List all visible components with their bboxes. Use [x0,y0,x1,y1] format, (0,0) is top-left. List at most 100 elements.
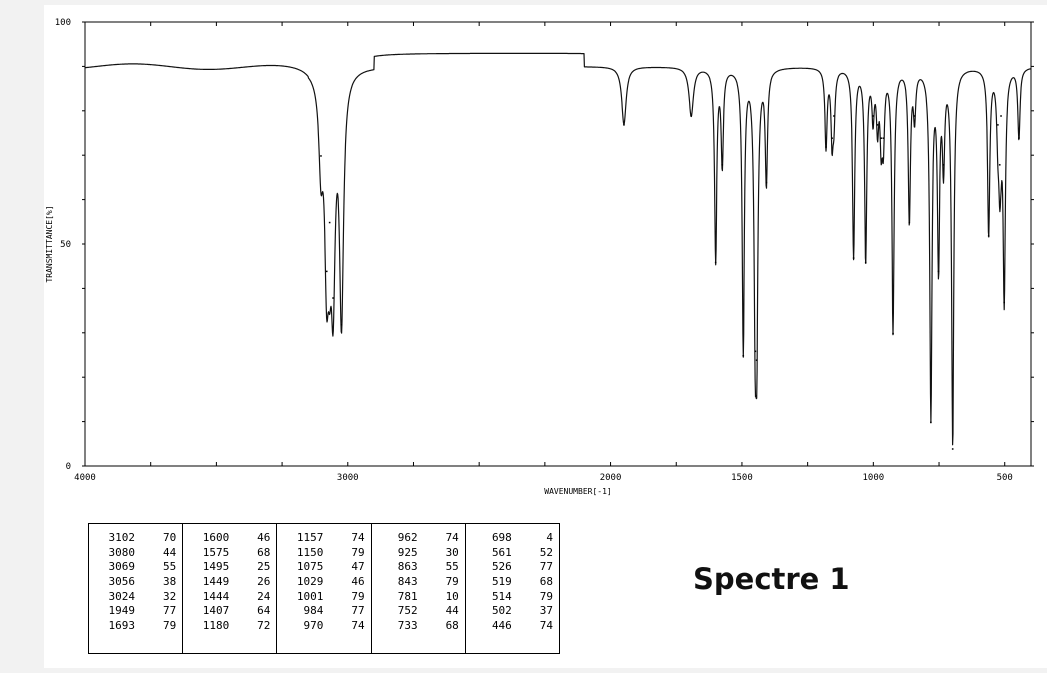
peak-wavenumber: 526 [491,560,512,574]
peak-transmittance: 10 [445,589,459,603]
x-tick-label: 500 [997,473,1013,483]
peak-transmittance: 68 [257,545,271,559]
peak-table-row: 1693 79 [95,619,177,634]
spectrum-caption: Spectre 1 [693,562,850,596]
peak-wavenumber: 1693 [108,619,136,633]
peak-transmittance: 72 [257,619,271,633]
x-axis-title: WAVENUMBER[-1] [544,487,611,496]
peak-transmittance: 46 [351,575,365,589]
peak-table-row: 1001 79 [283,589,365,605]
peak-transmittance: 55 [445,560,459,574]
peak-transmittance: 79 [162,619,177,633]
peak-wavenumber: 1600 [202,531,230,544]
y-tick-label: 100 [55,18,71,28]
peak-wavenumber: 446 [491,619,512,633]
chart-labels: 4000 3000 2000 1500 1000 500100500WAVENUMBER[… [45,18,1013,496]
peak-wavenumber: 962 [397,531,418,544]
peak-wavenumber: 1180 [202,619,230,633]
peak-table-row: 1444 24 [189,589,271,605]
peak-transmittance: 46 [257,531,271,544]
peak-table-row: 526 77 [472,560,553,575]
peak-wavenumber: 1029 [296,575,324,589]
x-tick-label: 1000 [862,473,884,483]
peak-transmittance: 79 [351,589,365,603]
peak-table-row: 1949 77 [95,604,177,619]
peak-table-column: 1157 74 1150 79 1075 47 1029 46 1001 79 984 77 970 74 [277,524,372,653]
peak-table-row: 1157 74 [283,531,365,546]
peak-wavenumber: 3056 [108,575,136,589]
y-tick-label: 50 [60,240,71,250]
peak-wavenumber: 519 [491,575,512,589]
peak-wavenumber: 1495 [202,560,230,574]
peak-transmittance: 68 [539,575,554,589]
peak-transmittance: 47 [351,560,365,574]
peak-table-row: 863 55 [378,560,459,575]
peak-table-row: 698 4 [472,531,553,546]
x-tick-label: 4000 [74,473,96,483]
peak-transmittance: 55 [162,560,177,574]
peak-table-row: 962 74 [378,531,459,546]
peak-table-column: 3102 70 3080 44 3069 55 3056 38 3024 32 1949 77 1693… [89,524,184,653]
peak-transmittance: 74 [539,619,554,633]
peak-table-row: 1407 64 [189,604,271,619]
peak-wavenumber: 3102 [108,531,136,544]
peak-wavenumber: 502 [491,604,512,618]
x-tick-label: 3000 [337,473,359,483]
peak-transmittance: 68 [445,619,459,633]
peak-wavenumber: 1150 [296,545,324,559]
peak-transmittance: 77 [539,560,554,574]
y-axis-title: TRANSMITTANCE[%] [45,205,54,282]
peak-wavenumber: 843 [397,575,418,589]
peak-wavenumber: 1449 [202,575,230,589]
peak-transmittance: 52 [539,545,554,559]
peak-wavenumber: 733 [397,619,418,633]
peak-table-row: 502 37 [472,604,553,619]
peak-table-row: 1075 47 [283,560,365,575]
peak-table-row: 3069 55 [95,560,177,575]
peak-table-row: 3056 38 [95,575,177,590]
peak-wavenumber: 1157 [296,531,324,544]
plot-frame [84,21,1032,467]
peak-wavenumber: 1001 [296,589,324,603]
peak-wavenumber: 752 [397,604,418,618]
peak-table-row: 446 74 [472,619,553,634]
peak-transmittance: 44 [445,604,459,618]
peak-table-column: 698 4 561 52 526 77 519 68 514 79 502 37 446 74 [466,524,559,653]
peak-wavenumber: 1444 [202,589,230,603]
peak-table: 3102 70 3080 44 3069 55 3056 38 3024 32 1949 77 1693… [88,523,560,654]
peak-transmittance: 77 [162,604,177,618]
peak-transmittance: 30 [445,545,459,559]
peak-table-row: 1575 68 [189,545,271,561]
peak-transmittance: 26 [257,575,271,589]
peak-transmittance: 79 [351,545,365,559]
peak-wavenumber: 3080 [108,545,136,559]
spectrum-sheet [44,5,1047,668]
peak-transmittance: 24 [257,589,271,603]
peak-transmittance: 79 [445,575,459,589]
peak-table-column: 962 74 925 30 863 55 843 79 781 10 752 44 733 68 [372,524,466,653]
peak-transmittance: 74 [445,531,459,544]
peak-table-row: 733 68 [378,619,459,634]
peak-wavenumber: 3069 [108,560,136,574]
peak-table-row: 519 68 [472,575,553,590]
chart-axes [84,21,1032,467]
x-tick-label: 2000 [600,473,622,483]
peak-table-row: 843 79 [378,575,459,590]
peak-wavenumber: 1949 [108,604,136,618]
peak-wavenumber: 863 [397,560,418,574]
peak-table-row: 984 77 [283,604,365,619]
peak-transmittance: 74 [351,619,365,633]
peak-wavenumber: 1407 [202,604,230,618]
peak-transmittance: 77 [351,604,365,618]
chart-ticks [82,21,1034,467]
peak-transmittance: 4 [546,531,554,544]
peak-transmittance: 32 [162,589,177,603]
peak-wavenumber: 984 [303,604,324,618]
peak-wavenumber: 970 [303,619,324,633]
peak-table-row: 3080 44 [95,545,177,561]
peak-table-row: 1029 46 [283,575,365,590]
peak-table-row: 3024 32 [95,589,177,605]
peak-table-row: 752 44 [378,604,459,619]
peak-wavenumber: 561 [491,545,512,559]
